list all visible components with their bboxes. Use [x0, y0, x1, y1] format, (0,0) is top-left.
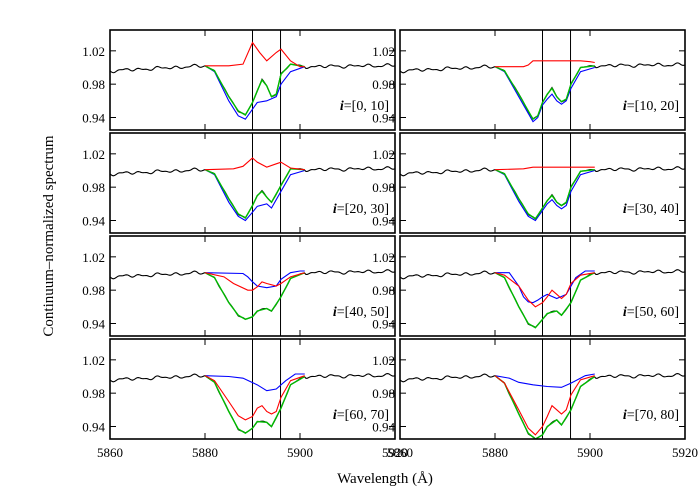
panel-label: i=[60, 70] — [333, 408, 389, 423]
panel-frame — [399, 29, 686, 131]
panel-frame — [109, 338, 396, 440]
green-model-line — [494, 272, 596, 329]
panel-4: 0.94 0.98 1.02 i=[40, 50] — [82, 235, 396, 337]
panel-label: i=[50, 60] — [623, 305, 679, 320]
y-axis-label: Continuum–normalized spectrum — [41, 135, 57, 337]
panel-frame — [109, 132, 396, 234]
panel-label: i=[40, 50] — [333, 305, 389, 320]
y-tick-label: 1.02 — [372, 44, 395, 59]
blue-component-line — [204, 270, 305, 289]
panel-5: 0.94 0.98 1.02 i=[50, 60] — [372, 235, 686, 337]
red-component-line — [494, 375, 595, 436]
red-component-line — [494, 272, 595, 308]
y-tick-label: 0.98 — [372, 386, 395, 401]
y-tick-label: 0.94 — [82, 420, 105, 435]
blue-component-line — [204, 373, 305, 392]
panel-6: 0.94 0.98 1.02 5860 5880 5900 5920 i=[60, 70] — [82, 338, 408, 460]
y-tick-label: 0.98 — [372, 283, 395, 298]
y-tick-label: 0.98 — [372, 77, 395, 92]
x-tick-label: 5920 — [382, 445, 408, 460]
panel-label: i=[10, 20] — [623, 99, 679, 114]
panel-frame — [399, 235, 686, 337]
x-tick-label: 5920 — [672, 445, 698, 460]
red-component-line — [204, 272, 305, 291]
green-model-line — [204, 63, 305, 116]
panel-0: 0.94 0.98 1.02 i=[0, 10] — [82, 29, 396, 131]
panel-frame — [109, 235, 396, 337]
green-model-line — [494, 168, 595, 220]
blue-component-line — [204, 169, 305, 222]
blue-component-line — [494, 66, 595, 123]
red-component-line — [495, 60, 595, 68]
red-component-line — [204, 157, 305, 171]
x-tick-label: 5900 — [287, 445, 313, 460]
panel-frame — [399, 338, 686, 440]
green-model-line — [494, 65, 595, 121]
panel-label: i=[20, 30] — [333, 202, 389, 217]
y-tick-label: 0.98 — [82, 283, 105, 298]
y-tick-label: 1.02 — [82, 44, 105, 59]
y-tick-label: 1.02 — [372, 147, 395, 162]
panel-label: i=[30, 40] — [623, 202, 679, 217]
y-tick-label: 0.94 — [82, 214, 105, 229]
y-tick-label: 1.02 — [82, 147, 105, 162]
y-tick-label: 0.98 — [82, 77, 105, 92]
y-tick-label: 1.02 — [82, 353, 105, 368]
x-tick-label: 5900 — [577, 445, 603, 460]
green-model-line — [204, 168, 305, 219]
blue-component-line — [204, 65, 305, 120]
y-tick-label: 1.02 — [82, 250, 105, 265]
red-component-line — [205, 41, 305, 68]
green-model-line — [494, 375, 596, 439]
panel-label: i=[70, 80] — [623, 408, 679, 423]
y-tick-label: 0.94 — [82, 111, 105, 126]
panel-frame — [109, 29, 396, 131]
y-tick-label: 0.94 — [82, 317, 105, 332]
y-tick-label: 0.98 — [82, 180, 105, 195]
x-axis-label: Wavelength (Å) — [337, 471, 433, 487]
y-tick-label: 0.94 — [372, 420, 395, 435]
panel-2: 0.94 0.98 1.02 i=[20, 30] — [82, 132, 396, 234]
y-tick-label: 0.98 — [372, 180, 395, 195]
blue-component-line — [494, 169, 595, 222]
y-tick-label: 1.02 — [372, 250, 395, 265]
x-tick-label: 5880 — [482, 445, 508, 460]
red-component-line — [494, 166, 595, 171]
y-tick-label: 0.94 — [372, 111, 395, 126]
y-tick-label: 0.94 — [372, 214, 395, 229]
y-tick-label: 1.02 — [372, 353, 395, 368]
y-tick-label: 0.94 — [372, 317, 395, 332]
y-tick-label: 0.98 — [82, 386, 105, 401]
x-tick-label: 5860 — [387, 445, 413, 460]
panel-frame — [399, 132, 686, 234]
panel-1: 0.94 0.98 1.02 i=[10, 20] — [372, 29, 686, 131]
x-tick-label: 5880 — [192, 445, 218, 460]
panels-group: 0.940.981.02i=[0, 10]0.940.981.02i=[10, … — [82, 29, 698, 460]
green-model-line — [204, 272, 306, 321]
panel-3: 0.94 0.98 1.02 i=[30, 40] — [372, 132, 686, 234]
panel-label: i=[0, 10] — [340, 99, 389, 114]
green-model-line — [204, 375, 306, 435]
panel-7: 0.94 0.98 1.02 5860 5880 5900 5920 i=[70, 80] — [372, 338, 698, 460]
x-tick-label: 5860 — [97, 445, 123, 460]
red-component-line — [204, 375, 305, 421]
blue-component-line — [494, 373, 595, 388]
